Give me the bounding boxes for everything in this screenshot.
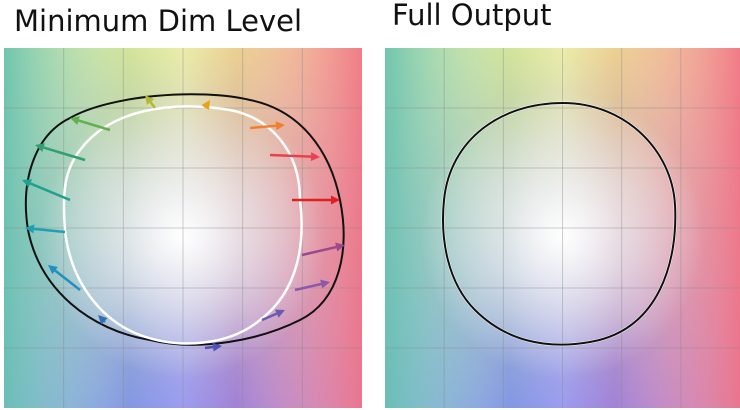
shift-arrow — [54, 269, 81, 291]
color-plot — [385, 48, 740, 408]
arrow-head — [70, 116, 80, 125]
shift-arrow — [204, 345, 214, 350]
arrow-head — [335, 242, 345, 252]
gamut-outline — [442, 101, 677, 346]
arrow-head — [35, 143, 45, 152]
arrow-head — [331, 195, 340, 205]
shift-arrow — [43, 146, 86, 162]
color-plot — [4, 48, 362, 408]
shift-arrow — [261, 312, 278, 322]
shift-arrow — [269, 153, 312, 158]
panel-title: Minimum Dim Level — [14, 4, 303, 38]
panel-title: Full Output — [392, 0, 552, 32]
shift-arrow — [249, 124, 277, 130]
arrow-head — [212, 342, 222, 352]
shift-arrow — [33, 227, 66, 234]
arrow-head — [320, 279, 330, 289]
arrow-head — [145, 95, 155, 105]
shift-arrow — [78, 119, 111, 132]
arrow-head — [22, 179, 33, 188]
arrow-head — [275, 121, 285, 131]
shift-arrow — [29, 182, 71, 202]
arrow-head — [48, 265, 58, 275]
gamut-inner — [62, 105, 303, 345]
arrow-head — [25, 224, 35, 234]
arrow-head — [201, 100, 210, 111]
arrow-head — [274, 309, 285, 318]
shift-arrow — [103, 320, 106, 323]
shift-arrow — [301, 245, 337, 257]
arrow-head — [310, 152, 320, 162]
shift-arrow — [294, 282, 322, 292]
shift-arrow — [149, 101, 156, 109]
gamut-outline — [24, 93, 345, 346]
arrow-head — [98, 315, 108, 325]
